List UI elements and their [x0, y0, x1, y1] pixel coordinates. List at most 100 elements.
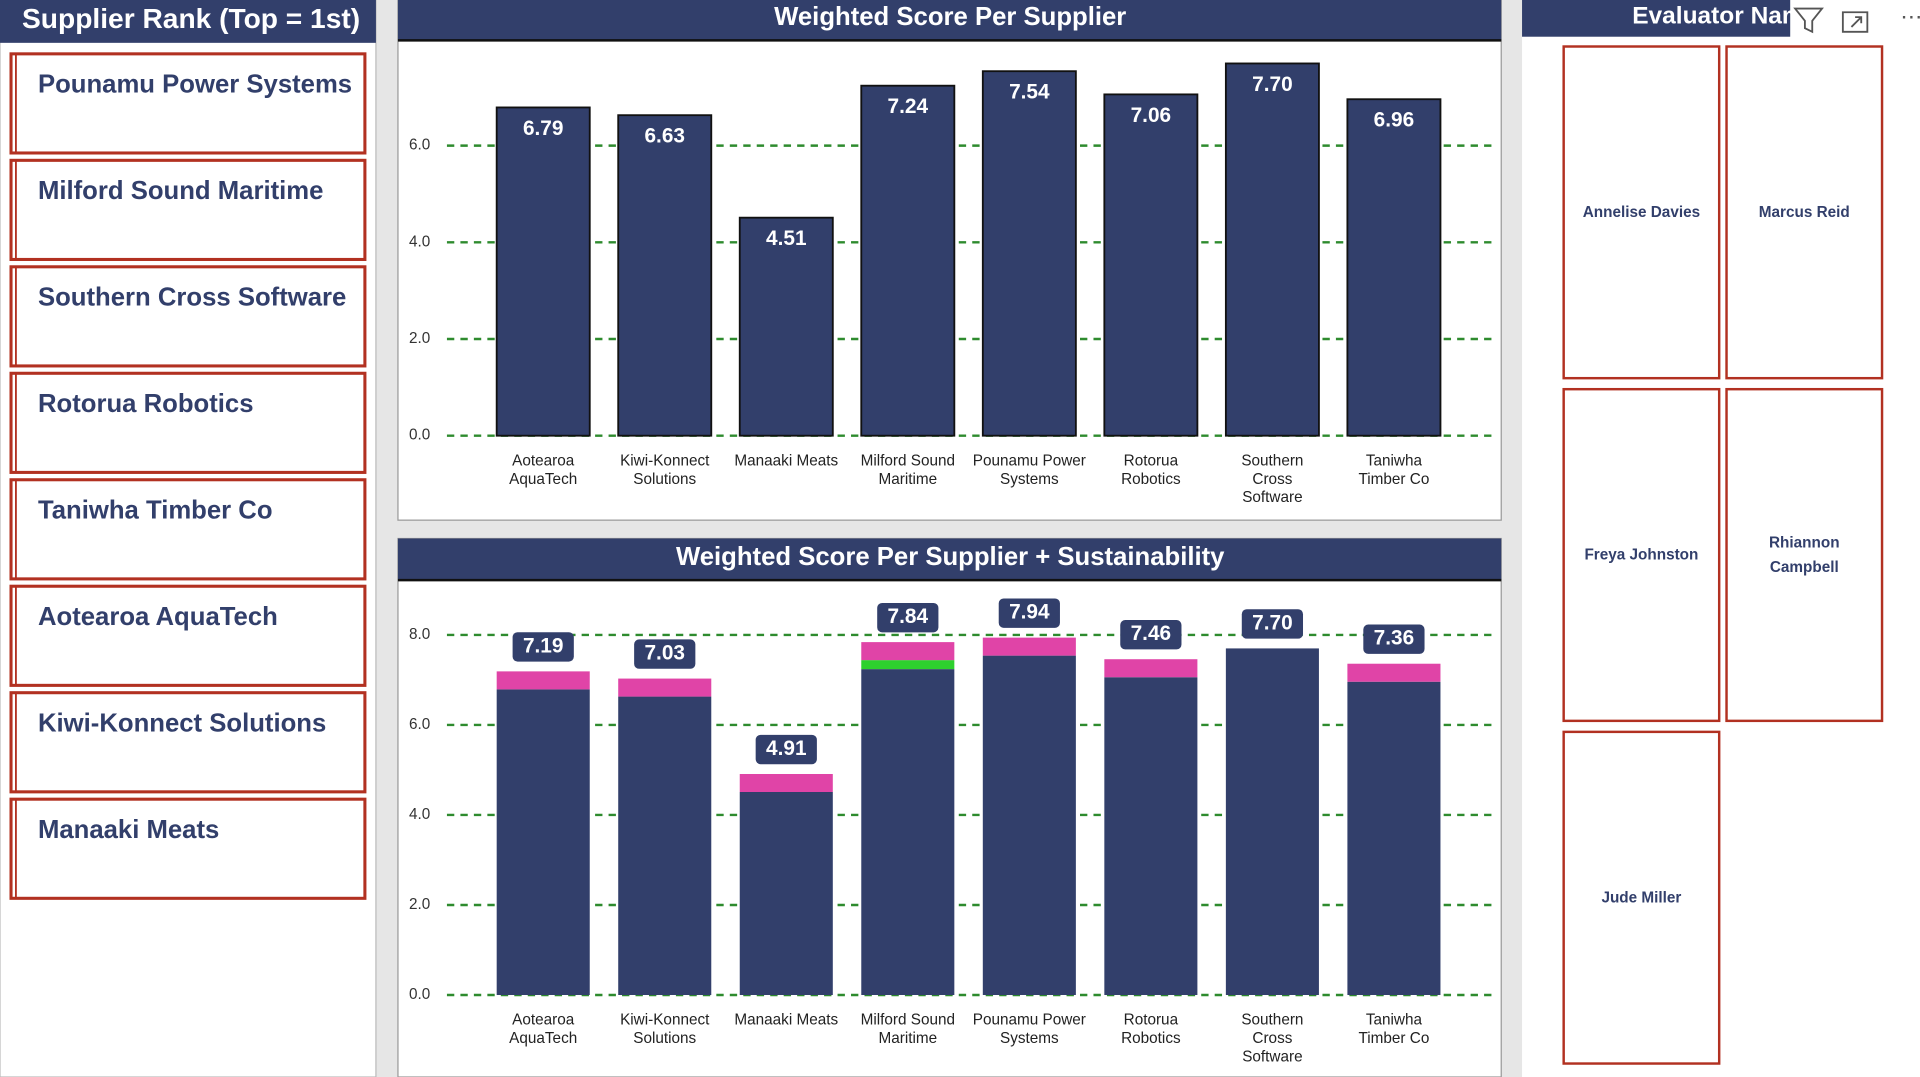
total-label: 7.19 [523, 634, 563, 657]
filter-icon[interactable] [1793, 7, 1824, 34]
y-tick-label: 6.0 [409, 716, 430, 733]
total-label-box [755, 734, 817, 765]
rank-item[interactable] [9, 158, 367, 261]
total-label-box [512, 632, 574, 662]
value-label: 6.96 [1374, 109, 1414, 132]
bar[interactable] [738, 216, 834, 437]
total-label: 7.94 [1009, 601, 1050, 624]
bar-segment[interactable] [496, 689, 590, 996]
value-label: 6.63 [644, 125, 684, 148]
total-label: 7.84 [888, 605, 929, 628]
rank-item[interactable] [9, 797, 367, 900]
total-label-box [1120, 620, 1182, 650]
x-tick-label: Milford Sound Maritime [861, 452, 955, 487]
x-tick-label: Pounamu Power Systems [973, 1012, 1086, 1047]
value-label: 7.54 [1009, 81, 1050, 104]
total-label-box [1241, 609, 1304, 639]
evaluator-label: Annelise Davies [1583, 204, 1700, 221]
bar[interactable] [495, 106, 591, 437]
chart-title: Weighted Score Per Supplier [774, 3, 1126, 31]
total-label: 4.91 [766, 737, 806, 760]
x-tick-label: Rotorua Robotics [1121, 1012, 1181, 1047]
rank-item[interactable] [9, 52, 367, 155]
x-tick-label: Pounamu Power Systems [973, 452, 1086, 487]
more-icon[interactable]: ⋯ [1900, 4, 1920, 29]
evaluator-tile[interactable] [1725, 45, 1884, 380]
chart-header [397, 538, 1502, 581]
value-label: 6.79 [523, 117, 563, 140]
x-tick-label: Taniwha Timber Co [1358, 1012, 1429, 1047]
evaluator-label: Jude Miller [1601, 889, 1681, 906]
x-tick-label: Aotearoa AquaTech [509, 452, 577, 487]
bar-segment[interactable] [618, 696, 712, 996]
total-label: 7.46 [1131, 622, 1171, 645]
total-label: 7.70 [1252, 611, 1292, 634]
value-label: 7.24 [888, 95, 929, 118]
x-tick-label: Manaaki Meats [734, 452, 838, 469]
bar[interactable] [1103, 93, 1199, 437]
evaluator-tile[interactable] [1562, 387, 1721, 723]
evaluator-tile[interactable] [1562, 45, 1721, 380]
rank-header [0, 0, 376, 43]
bar-segment[interactable] [739, 773, 833, 793]
chart-title: Weighted Score Per Supplier + Sustainabi… [676, 543, 1225, 571]
focus-icon[interactable] [1841, 11, 1869, 33]
bar-segment[interactable] [1104, 677, 1198, 996]
y-tick-label: 8.0 [409, 626, 430, 643]
bar-segment[interactable] [1347, 681, 1441, 996]
rank-item-label: Aotearoa AquaTech [38, 603, 278, 631]
chart-header [397, 0, 1502, 41]
rank-title: Supplier Rank (Top = 1st) [22, 3, 360, 34]
rank-item-label: Manaaki Meats [38, 816, 219, 844]
total-label-box [1363, 624, 1425, 654]
evaluator-label: Freya Johnston [1584, 547, 1698, 564]
bar[interactable] [1224, 62, 1320, 437]
x-tick-label: Kiwi-Konnect Solutions [620, 452, 710, 487]
y-tick-label: 2.0 [409, 330, 430, 347]
x-tick-label: Rotorua Robotics [1121, 452, 1181, 487]
rank-item-label: Rotorua Robotics [38, 390, 254, 418]
rank-item[interactable] [9, 584, 367, 687]
bar-segment[interactable] [1225, 648, 1319, 996]
x-tick-label: Southern Cross Software [1241, 452, 1303, 506]
bar[interactable] [617, 114, 713, 437]
bar-segment[interactable] [1104, 659, 1198, 678]
total-label: 7.03 [644, 642, 684, 665]
bar-segment[interactable] [496, 671, 590, 690]
rank-item-label: Pounamu Power Systems [38, 70, 352, 98]
bar-segment[interactable] [861, 660, 955, 670]
rank-item-label: Kiwi-Konnect Solutions [38, 709, 326, 737]
value-label: 4.51 [766, 227, 806, 250]
rank-item-label: Milford Sound Maritime [38, 177, 323, 205]
evaluator-tile[interactable] [1725, 387, 1884, 723]
y-tick-label: 0.0 [409, 986, 430, 1003]
rank-item[interactable] [9, 371, 367, 474]
x-tick-label: Southern Cross Software [1241, 1012, 1303, 1066]
bar-segment[interactable] [1347, 663, 1441, 682]
y-tick-label: 2.0 [409, 896, 430, 913]
bar-segment[interactable] [982, 637, 1076, 656]
bar-segment[interactable] [861, 642, 955, 661]
bar-segment[interactable] [861, 669, 955, 996]
x-tick-label: Taniwha Timber Co [1358, 452, 1429, 487]
rank-item[interactable] [9, 265, 367, 368]
bar-segment[interactable] [739, 792, 833, 996]
bar[interactable] [1346, 98, 1442, 437]
bar[interactable] [860, 84, 956, 437]
total-label-box [634, 639, 696, 669]
bar-segment[interactable] [618, 678, 712, 697]
y-tick-label: 6.0 [409, 137, 430, 154]
rank-item-label: Taniwha Timber Co [38, 496, 273, 524]
total-label-box [998, 598, 1060, 628]
rank-item[interactable] [9, 478, 367, 581]
value-label: 7.70 [1252, 73, 1292, 96]
evaluator-tile[interactable] [1562, 730, 1721, 1065]
value-label: 7.06 [1131, 104, 1171, 127]
x-tick-label: Aotearoa AquaTech [509, 1012, 577, 1047]
bar[interactable] [981, 70, 1077, 437]
bar-segment[interactable] [982, 655, 1076, 996]
rank-item[interactable] [9, 691, 367, 794]
y-tick-label: 0.0 [409, 427, 430, 444]
